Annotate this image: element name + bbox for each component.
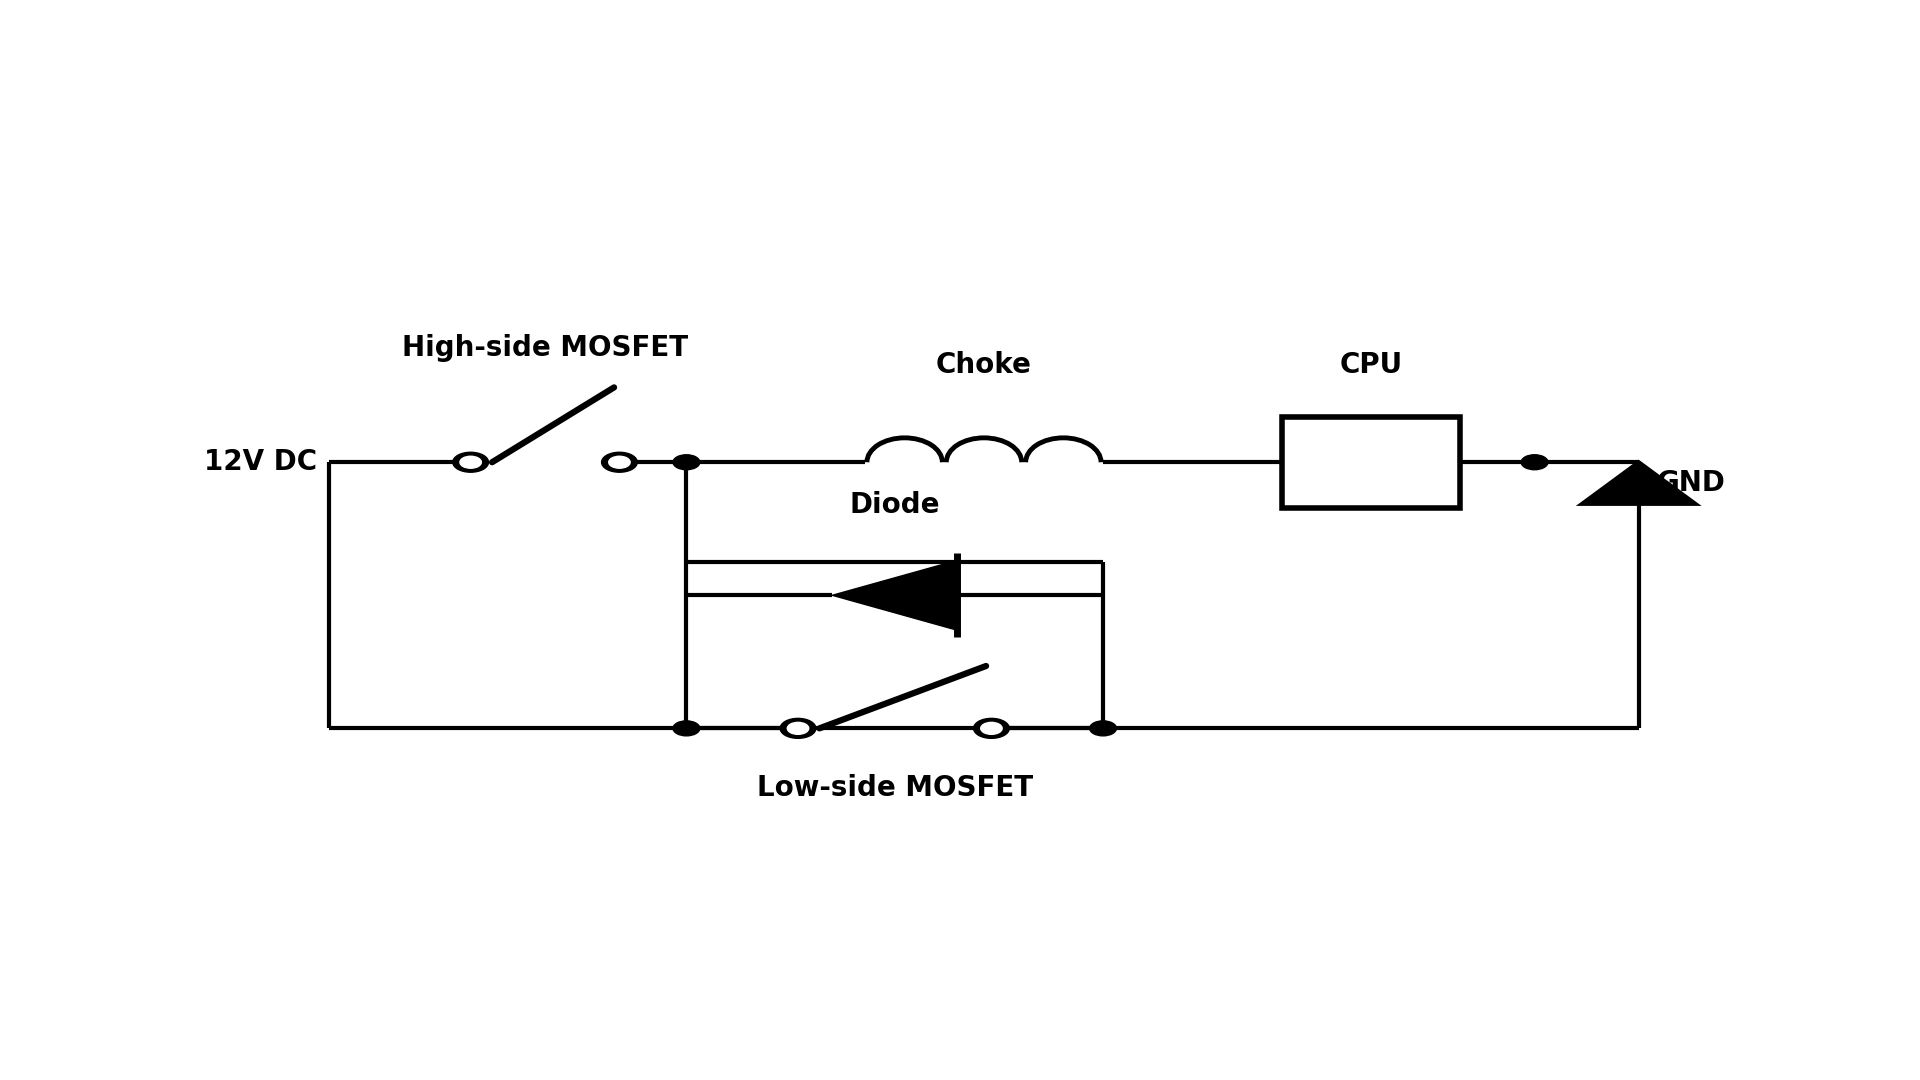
Polygon shape xyxy=(1582,462,1695,503)
Circle shape xyxy=(973,718,1010,739)
Text: High-side MOSFET: High-side MOSFET xyxy=(401,335,687,363)
Text: Diode: Diode xyxy=(849,490,941,518)
Circle shape xyxy=(674,455,699,470)
Text: 12V DC: 12V DC xyxy=(204,448,317,476)
Circle shape xyxy=(601,453,637,472)
Circle shape xyxy=(461,456,482,469)
Circle shape xyxy=(1521,455,1548,470)
Bar xyxy=(1283,417,1459,508)
Circle shape xyxy=(674,720,699,735)
Text: GND: GND xyxy=(1657,469,1726,497)
Text: Low-side MOSFET: Low-side MOSFET xyxy=(756,774,1033,802)
Text: CPU: CPU xyxy=(1340,351,1402,379)
Circle shape xyxy=(780,718,816,739)
Circle shape xyxy=(609,456,630,469)
Circle shape xyxy=(787,723,808,734)
Polygon shape xyxy=(831,561,958,631)
Text: Choke: Choke xyxy=(937,351,1031,379)
Circle shape xyxy=(1091,720,1116,735)
Circle shape xyxy=(453,453,488,472)
Circle shape xyxy=(981,723,1002,734)
